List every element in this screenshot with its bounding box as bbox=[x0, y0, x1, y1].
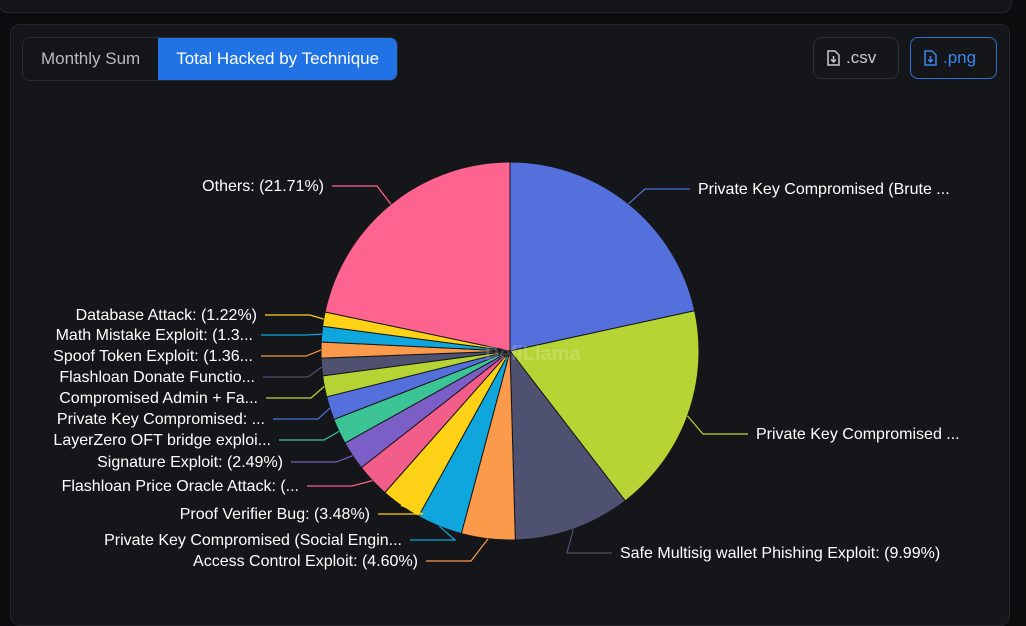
png-label: .png bbox=[943, 48, 977, 67]
slice-label: Others: (21.71%) bbox=[202, 178, 324, 195]
pie-slice[interactable] bbox=[324, 161, 511, 352]
label-line bbox=[426, 538, 489, 562]
defillama-watermark: DefiLlama bbox=[485, 343, 581, 365]
download-png-button[interactable]: .png bbox=[910, 37, 997, 79]
pie-slice[interactable] bbox=[509, 349, 626, 541]
slice-label: Spoof Token Exploit: (1.36... bbox=[53, 348, 253, 365]
slice-label: Compromised Admin + Fa... bbox=[59, 390, 258, 407]
slice-label: Proof Verifier Bug: (3.48%) bbox=[180, 506, 370, 523]
label-line bbox=[273, 407, 331, 420]
pie-slice[interactable] bbox=[509, 161, 696, 352]
label-line bbox=[261, 349, 322, 357]
label-line bbox=[291, 455, 353, 463]
label-line bbox=[307, 480, 373, 487]
label-line bbox=[265, 314, 324, 320]
label-line bbox=[566, 528, 612, 554]
download-csv-button[interactable]: .csv bbox=[813, 37, 899, 79]
label-line bbox=[261, 333, 322, 336]
label-line bbox=[628, 188, 690, 205]
label-line bbox=[410, 525, 457, 541]
label-line bbox=[378, 504, 424, 515]
slice-label: Private Key Compromised ... bbox=[756, 426, 960, 443]
slice-label: Safe Multisig wallet Phishing Exploit: (… bbox=[620, 545, 940, 562]
label-line bbox=[279, 430, 340, 441]
slice-label: Signature Exploit: (2.49%) bbox=[97, 454, 283, 471]
slice-label: Flashloan Price Oracle Attack: (... bbox=[62, 478, 299, 495]
file-download-icon bbox=[827, 49, 840, 66]
pie-chart: DefiLlama Private Key Compromised (Brute… bbox=[53, 161, 960, 570]
label-line bbox=[266, 385, 325, 399]
tab-monthly-sum[interactable]: Monthly Sum bbox=[41, 49, 141, 68]
slice-label: Private Key Compromised: ... bbox=[57, 411, 265, 428]
label-line bbox=[332, 185, 392, 205]
slice-label: Flashloan Donate Functio... bbox=[59, 369, 255, 386]
label-line bbox=[263, 366, 323, 378]
slice-label: Private Key Compromised (Social Engin... bbox=[104, 532, 402, 549]
pie-slice[interactable] bbox=[509, 310, 700, 502]
slice-label: LayerZero OFT bridge exploi... bbox=[53, 432, 271, 449]
slice-label: Math Mistake Exploit: (1.3... bbox=[56, 327, 253, 344]
chart-tabs: Monthly Sum Total Hacked by Technique bbox=[22, 37, 399, 81]
file-download-icon bbox=[924, 49, 937, 66]
slice-label: Access Control Exploit: (4.60%) bbox=[193, 553, 418, 570]
slice-label: Private Key Compromised (Brute ... bbox=[698, 181, 950, 198]
label-line bbox=[687, 415, 748, 435]
tab-total-hacked-by-technique[interactable]: Total Hacked by Technique bbox=[158, 38, 398, 80]
csv-label: .csv bbox=[846, 48, 877, 67]
slice-label: Database Attack: (1.22%) bbox=[76, 307, 257, 324]
